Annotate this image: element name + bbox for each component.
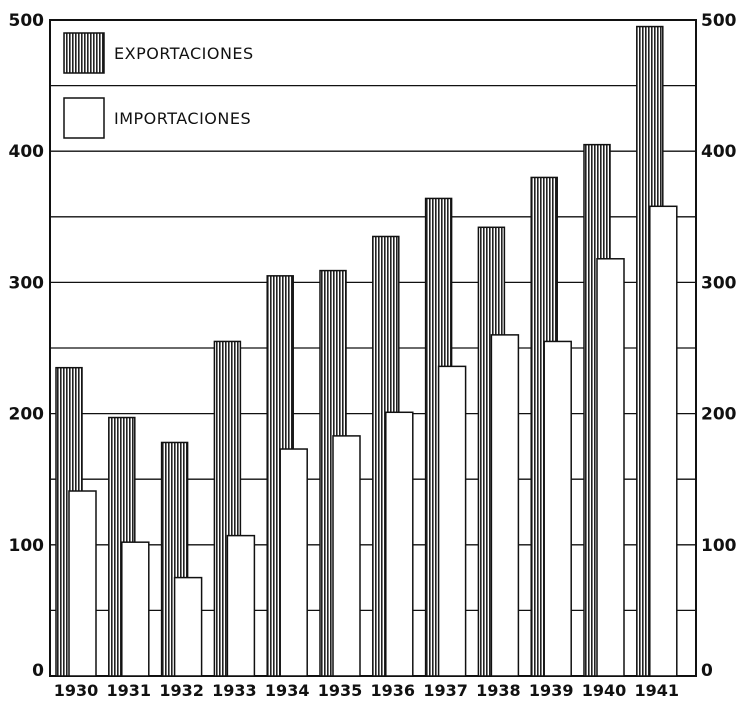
x-tick-label: 1938 [476,681,521,700]
bar-importaciones-1934 [279,448,308,677]
x-tick-label: 1941 [635,681,680,700]
bar-importaciones-1941 [649,205,678,677]
x-tick-label: 1939 [529,681,574,700]
y-tick-label-left: 0 [32,661,44,681]
x-tick-label: 1935 [318,681,363,700]
y-tick-label-right: 100 [701,536,736,556]
x-axis-labels: 1930 1931 1932 1933 1934 1935 1936 1937 1938 1939… [54,681,679,700]
x-tick-label: 1940 [582,681,627,700]
y-tick-label-left: 500 [9,11,45,31]
legend-swatch-exportaciones [63,32,105,74]
y-tick-label-left: 100 [9,536,45,556]
x-tick-label: 1933 [212,681,257,700]
y-tick-label-right: 300 [701,273,736,293]
bar-importaciones-1932 [173,576,203,677]
legend: EXPORTACIONES IMPORTACIONES [63,32,254,139]
x-tick-label: 1932 [159,681,204,700]
x-tick-label: 1931 [107,681,152,700]
right-axis-ticks: 0 100 200 300 400 500 [701,11,736,681]
x-tick-label: 1930 [54,681,99,700]
bars [55,25,678,677]
bar-importaciones-1939 [543,340,572,677]
x-tick-label: 1934 [265,681,310,700]
bar-importaciones-1938 [490,334,520,677]
y-tick-label-left: 400 [9,142,45,162]
legend-label-importaciones: IMPORTACIONES [114,109,251,128]
legend-swatch-importaciones [63,97,105,139]
x-tick-label: 1936 [371,681,416,700]
y-tick-label-left: 300 [9,273,45,293]
bar-importaciones-1931 [121,541,150,677]
bar-importaciones-1935 [332,435,361,677]
y-tick-label-right: 200 [701,405,736,425]
y-tick-label-right: 400 [701,142,736,162]
y-tick-label-right: 0 [701,661,713,681]
left-axis-ticks: 0 100 200 300 400 500 [9,11,45,681]
bar-importaciones-1933 [226,534,256,677]
bar-importaciones-1936 [385,411,414,677]
bar-importaciones-1930 [68,490,97,677]
x-tick-label: 1937 [423,681,468,700]
legend-label-exportaciones: EXPORTACIONES [114,44,254,63]
bar-importaciones-1940 [596,258,625,677]
bar-importaciones-1937 [437,365,467,677]
y-tick-label-left: 200 [9,405,45,425]
y-tick-label-right: 500 [701,11,736,31]
